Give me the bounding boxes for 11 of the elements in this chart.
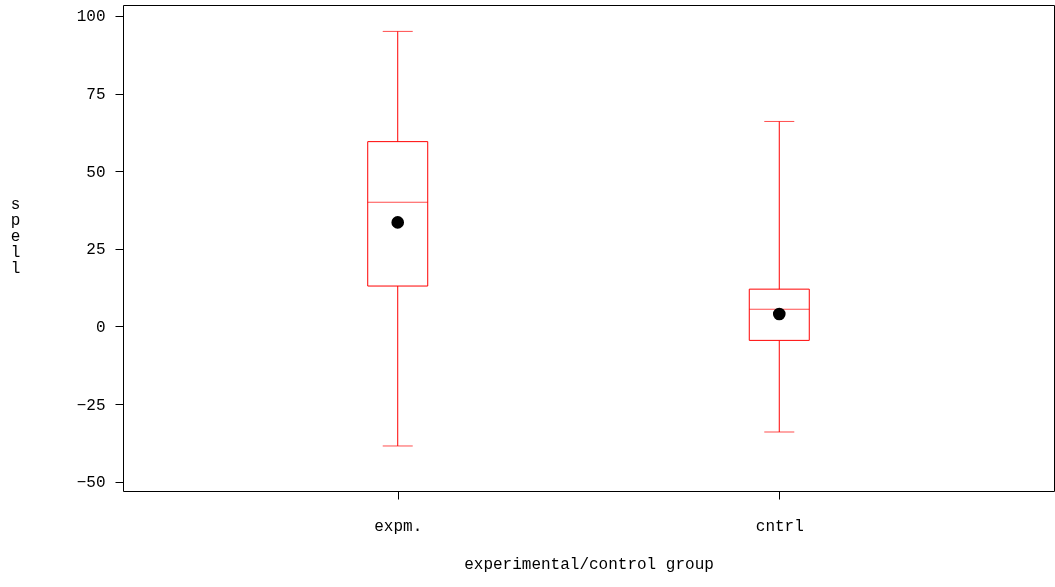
- x-tick-label: cntrl: [755, 517, 804, 536]
- y-tick-label: 100: [76, 8, 106, 27]
- y-tick-label: 50: [86, 163, 106, 182]
- y-axis-title: spell: [10, 195, 21, 278]
- x-axis-title: experimental/control group: [464, 555, 714, 574]
- y-tick-label: 0: [95, 318, 106, 337]
- y-tick-label: 25: [86, 241, 106, 260]
- y-tick-label: −25: [76, 396, 106, 415]
- y-tick-label: 75: [86, 86, 106, 104]
- x-tick-label: expm.: [374, 517, 423, 536]
- y-tick-label: −50: [76, 474, 106, 493]
